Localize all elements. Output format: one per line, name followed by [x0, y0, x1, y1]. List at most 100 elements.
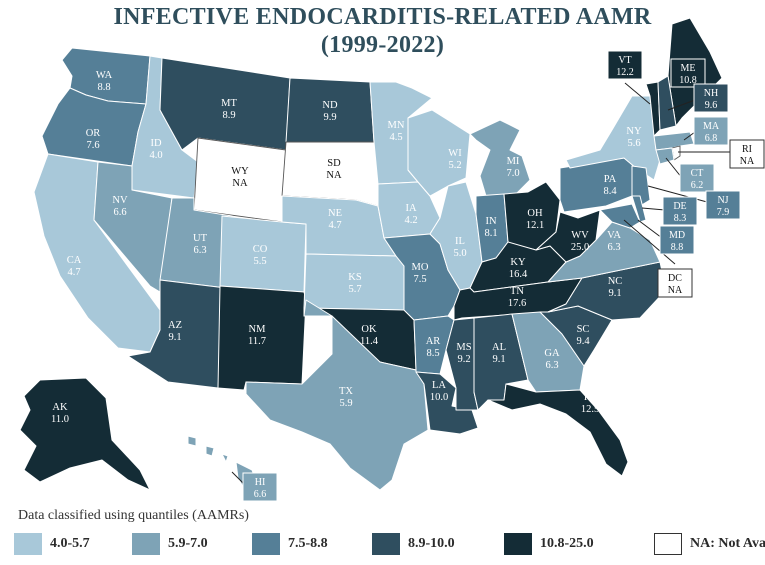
state-value-nm: 11.7	[248, 336, 266, 347]
state-abbr-tx: TX	[339, 386, 353, 397]
state-abbr-in: IN	[485, 216, 496, 227]
state-value-pa: 8.4	[603, 186, 617, 197]
legend-label: 8.9-10.0	[408, 536, 455, 551]
state-value-md: 8.8	[671, 242, 684, 253]
state-abbr-wy: WY	[231, 166, 249, 177]
state-value-tx: 5.9	[339, 398, 352, 409]
state-callout-box-de	[662, 196, 698, 226]
state-abbr-ar: AR	[426, 336, 441, 347]
state-abbr-oh: OH	[527, 208, 543, 219]
legend-swatch	[252, 533, 280, 555]
state-abbr-ky: KY	[510, 257, 526, 268]
state-abbr-tn: TN	[510, 286, 524, 297]
state-value-ks: 5.7	[348, 284, 361, 295]
state-shape-ct	[655, 147, 675, 165]
state-value-mt: 8.9	[222, 110, 235, 121]
state-abbr-ok: OK	[361, 324, 377, 335]
state-callout-box-ct	[679, 163, 715, 193]
state-abbr-id: ID	[150, 138, 161, 149]
state-abbr-la: LA	[432, 380, 446, 391]
state-value-de: 8.3	[674, 213, 687, 224]
legend-item: 4.0-5.7	[14, 532, 90, 556]
state-value-oh: 12.1	[526, 220, 544, 231]
state-abbr-mt: MT	[221, 98, 237, 109]
legend-swatch	[14, 533, 42, 555]
leader-line-ct	[665, 157, 683, 179]
state-abbr-vt: VT	[618, 55, 631, 66]
leader-line-dc	[623, 219, 676, 265]
leader-line-nh	[667, 99, 696, 111]
state-abbr-ct: CT	[691, 168, 704, 179]
state-abbr-ga: GA	[544, 348, 560, 359]
state-value-ct: 6.2	[691, 180, 704, 191]
state-value-co: 5.5	[253, 256, 266, 267]
state-abbr-hi: HI	[255, 477, 266, 488]
legend-item: 7.5-8.8	[252, 532, 328, 556]
state-abbr-nh: NH	[704, 88, 718, 99]
state-value-vt: 12.2	[616, 67, 634, 78]
state-callout-box-ri	[729, 139, 765, 169]
state-abbr-mi: MI	[507, 156, 520, 167]
state-abbr-nc: NC	[608, 276, 623, 287]
state-shape-ak	[19, 377, 151, 491]
legend-item: NA: Not Available	[654, 532, 765, 556]
state-callout-box-nh	[693, 83, 729, 113]
state-callout-box-md	[659, 225, 695, 255]
state-abbr-ak: AK	[52, 402, 68, 413]
state-value-nv: 6.6	[113, 207, 126, 218]
state-callout-box-ma	[693, 116, 729, 146]
state-value-dc: NA	[668, 285, 683, 296]
state-value-ak: 11.0	[51, 414, 69, 425]
state-value-wi: 5.2	[448, 160, 461, 171]
state-value-me: 10.8	[679, 75, 697, 86]
state-callout-box-me	[670, 58, 706, 88]
state-value-mn: 4.5	[389, 132, 402, 143]
state-abbr-sc: SC	[577, 324, 590, 335]
state-value-ky: 16.4	[509, 269, 528, 280]
state-shape-hi	[187, 435, 259, 493]
state-value-ne: 4.7	[328, 220, 341, 231]
state-value-az: 9.1	[168, 332, 181, 343]
state-abbr-az: AZ	[168, 320, 182, 331]
legend-swatch	[372, 533, 400, 555]
state-value-ar: 8.5	[426, 348, 439, 359]
state-abbr-ne: NE	[328, 208, 342, 219]
legend: 4.0-5.7 5.9-7.0 7.5-8.8 8.9-10.0 10.8-25.0 NA…	[14, 532, 765, 558]
legend-label: 10.8-25.0	[540, 536, 594, 551]
leader-line-md	[637, 219, 663, 239]
state-abbr-or: OR	[86, 128, 101, 139]
state-abbr-nm: NM	[249, 324, 267, 335]
state-abbr-pa: PA	[604, 174, 617, 185]
state-abbr-al: AL	[492, 342, 506, 353]
state-value-la: 10.0	[430, 392, 448, 403]
state-value-ca: 4.7	[67, 267, 80, 278]
state-abbr-mo: MO	[412, 262, 429, 273]
state-abbr-me: ME	[681, 63, 696, 74]
state-value-or: 7.6	[86, 140, 99, 151]
map-subtitle: (1999-2022)	[320, 32, 445, 58]
state-abbr-ma: MA	[703, 121, 720, 132]
state-value-ut: 6.3	[193, 245, 206, 256]
state-abbr-ks: KS	[348, 272, 362, 283]
legend-item: 10.8-25.0	[504, 532, 594, 556]
state-shape-fl	[487, 383, 629, 477]
legend-swatch	[132, 533, 160, 555]
leader-line-vt	[624, 82, 651, 105]
state-value-va: 6.3	[607, 242, 620, 253]
state-callout-box-hi	[242, 472, 278, 502]
state-value-ok: 11.4	[360, 336, 379, 347]
state-callout-box-vt	[607, 50, 643, 80]
leader-line-hi	[231, 471, 245, 485]
state-abbr-nv: NV	[112, 195, 128, 206]
state-value-tn: 17.6	[508, 298, 526, 309]
state-abbr-nj: NJ	[717, 195, 728, 206]
state-abbr-il: IL	[455, 236, 465, 247]
state-callout-box-nj	[705, 190, 741, 220]
legend-item: 5.9-7.0	[132, 532, 208, 556]
legend-label: 7.5-8.8	[288, 536, 328, 551]
state-shape-wi	[407, 109, 471, 197]
state-abbr-ny: NY	[626, 126, 642, 137]
state-abbr-ut: UT	[193, 233, 208, 244]
